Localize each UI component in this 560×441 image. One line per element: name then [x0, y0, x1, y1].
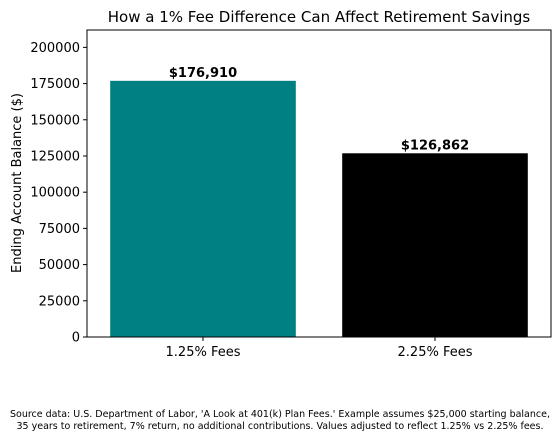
chart-title: How a 1% Fee Difference Can Affect Retir…	[108, 8, 531, 26]
y-tick-label: 0	[72, 331, 80, 346]
y-tick-label: 150000	[30, 113, 80, 128]
plot-area: $176,910 1.25% Fees $126,862 2.25% Fees 0 250…	[30, 29, 552, 360]
y-axis-label: Ending Account Balance ($)	[10, 93, 25, 273]
bar-value-label-1: $176,910	[169, 66, 237, 81]
bar-1	[110, 80, 296, 337]
y-tick-label: 175000	[30, 77, 80, 92]
plot-frame	[86, 29, 552, 338]
footnote-line-2: 35 years to retirement, 7% return, no ad…	[16, 421, 544, 432]
y-tick-label: 25000	[39, 294, 80, 309]
y-tick-label: 100000	[30, 186, 80, 201]
y-tick-label: 125000	[30, 149, 80, 164]
x-tick-label-2: 2.25% Fees	[398, 345, 473, 360]
x-tick-label-1: 1.25% Fees	[166, 345, 241, 360]
bar-2	[342, 153, 528, 337]
y-tick-label: 75000	[39, 222, 80, 237]
y-tick-label: 200000	[30, 41, 80, 56]
source-footnote: Source data: U.S. Department of Labor, '…	[0, 409, 560, 433]
bar-value-label-2: $126,862	[401, 138, 469, 153]
bar-chart: How a 1% Fee Difference Can Affect Retir…	[10, 8, 552, 360]
footnote-line-1: Source data: U.S. Department of Labor, '…	[9, 409, 550, 420]
y-tick-label: 50000	[39, 258, 80, 273]
